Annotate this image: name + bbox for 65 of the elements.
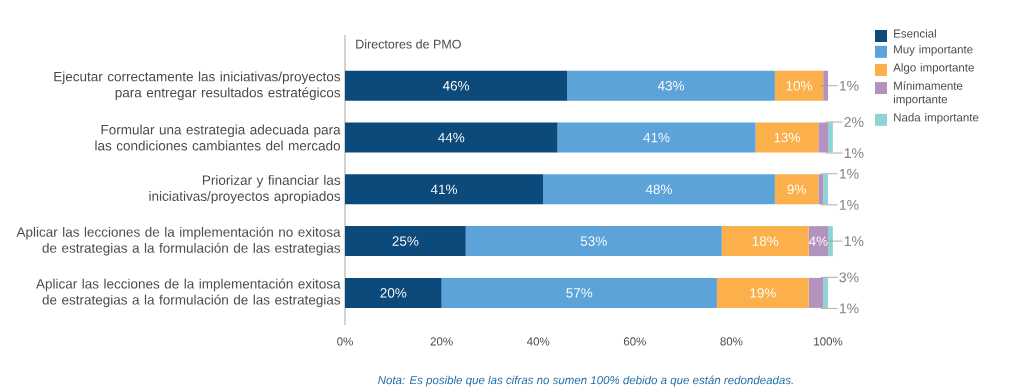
data-label: 46% bbox=[442, 80, 470, 91]
bar bbox=[818, 174, 824, 205]
bar bbox=[828, 226, 833, 257]
bar bbox=[755, 122, 819, 153]
data-label: 9% bbox=[787, 184, 806, 195]
x-tick-label: 20% bbox=[430, 337, 453, 346]
bar bbox=[345, 277, 442, 308]
legend-label: Nada importante bbox=[894, 113, 979, 124]
chart-title: Directores de PMO bbox=[356, 39, 461, 49]
bar bbox=[823, 174, 829, 205]
legend-label: Mínimamente importante bbox=[893, 81, 963, 106]
bar bbox=[557, 122, 756, 153]
bar bbox=[823, 70, 829, 101]
bar bbox=[828, 122, 833, 153]
bar bbox=[441, 277, 717, 308]
data-label: 18% bbox=[752, 236, 779, 246]
legend-label: Esencial bbox=[894, 29, 936, 38]
x-tick-label: 40% bbox=[526, 337, 550, 346]
y-tick-label: Formular una estrategia adecuada para las condiciones cambiantes del mercado bbox=[95, 124, 341, 151]
data-label: 1% bbox=[839, 80, 859, 91]
y-tick-label: Ejecutar correctamente las iniciativas/proyectos para entregar resultados estratégicos bbox=[54, 71, 341, 101]
x-tick-label: 100% bbox=[814, 337, 843, 346]
legend-label: Algo importante bbox=[893, 63, 974, 74]
x-tick-label: 60% bbox=[623, 337, 646, 346]
bar bbox=[716, 277, 809, 308]
data-label: 41% bbox=[643, 132, 670, 143]
data-label: 20% bbox=[380, 288, 407, 298]
bar bbox=[543, 174, 775, 205]
data-label: 3% bbox=[839, 272, 859, 283]
bar bbox=[774, 174, 819, 205]
bar bbox=[345, 174, 544, 205]
y-tick-label: Aplicar las lecciones de la implementación exitosa de estrategias a la formulación de las estrategias bbox=[36, 278, 341, 308]
bar bbox=[823, 277, 829, 308]
data-label: 57% bbox=[566, 288, 593, 298]
data-label: 13% bbox=[774, 132, 800, 143]
bar bbox=[818, 122, 829, 153]
data-label: 44% bbox=[438, 132, 465, 143]
bar bbox=[721, 226, 809, 257]
data-label: 25% bbox=[392, 236, 419, 246]
data-label: 1% bbox=[844, 148, 864, 158]
data-label: 48% bbox=[645, 184, 672, 195]
bar bbox=[345, 70, 568, 101]
bar bbox=[567, 70, 775, 101]
bar bbox=[808, 277, 824, 308]
data-label: 1% bbox=[839, 303, 859, 314]
data-label: 1% bbox=[839, 168, 859, 179]
data-label: 1% bbox=[844, 236, 864, 246]
data-label: 19% bbox=[750, 288, 776, 298]
y-tick-label: Priorizar y financiar las iniciativas/proyectos apropiados bbox=[149, 175, 341, 204]
data-label: 43% bbox=[657, 80, 685, 91]
data-label: 53% bbox=[580, 236, 607, 246]
y-tick-label: Aplicar las lecciones de la implementación no exitosa de estrategias a la formulación de las estrategias bbox=[16, 226, 341, 256]
data-label: 2% bbox=[844, 117, 864, 127]
data-label: 10% bbox=[786, 80, 813, 91]
data-label: 4% bbox=[808, 236, 828, 246]
text: Nota: Es posible que las cifras no sumen 100% debido a que están redondeadas. bbox=[378, 375, 793, 387]
bar bbox=[465, 226, 722, 257]
x-tick-label: 80% bbox=[720, 337, 743, 346]
data-label: 1% bbox=[839, 199, 859, 210]
bar bbox=[345, 226, 466, 257]
x-tick-label: 0% bbox=[337, 337, 353, 346]
legend-label: Muy importante bbox=[894, 45, 973, 56]
bar bbox=[345, 122, 558, 153]
bar bbox=[774, 70, 824, 101]
data-label: 41% bbox=[430, 184, 458, 195]
